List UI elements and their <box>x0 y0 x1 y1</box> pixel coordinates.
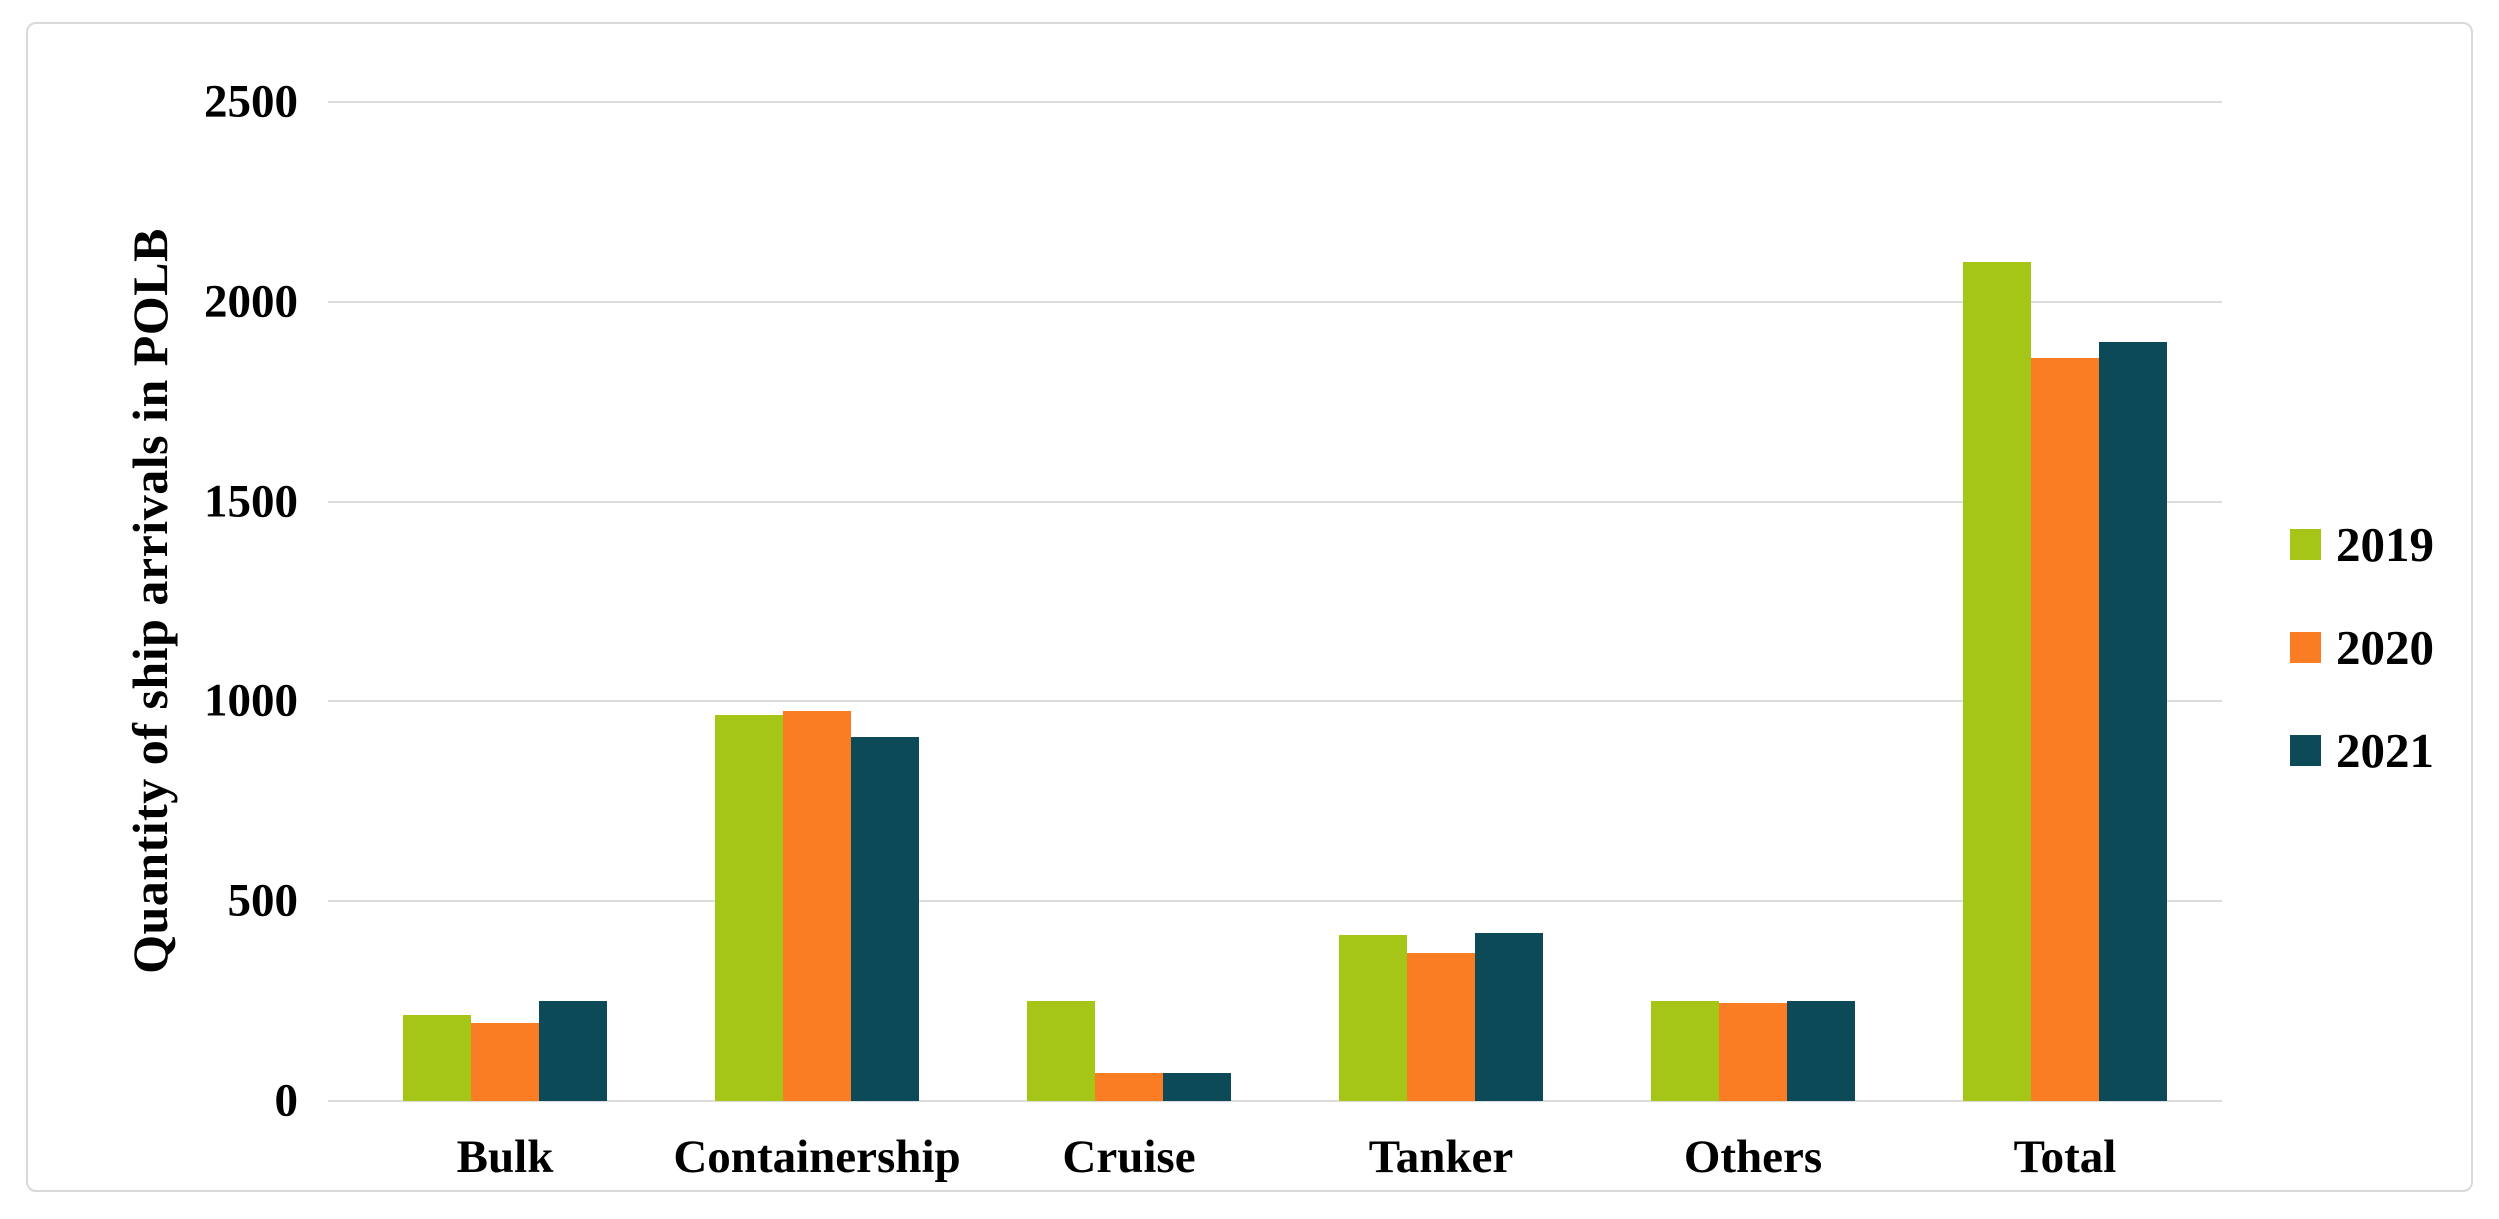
bar-bulk-2020 <box>471 1023 539 1101</box>
bar-total-2019 <box>1963 262 2031 1101</box>
legend-label-2021: 2021 <box>2336 723 2434 778</box>
bar-containership-2020 <box>783 711 851 1101</box>
bar-tanker-2021 <box>1475 933 1543 1101</box>
category-label-containership: Containership <box>673 1131 961 1183</box>
bar-total-2021 <box>2099 342 2167 1101</box>
y-axis-tick-labels: 0 500 1000 1500 2000 2500 <box>86 78 299 1124</box>
gridline-y-2000 <box>328 300 2222 303</box>
y-tick-label: 1500 <box>204 475 298 528</box>
category-band-containership <box>661 102 973 1101</box>
gridline-y-1000 <box>328 700 2222 703</box>
x-axis-category-labels: Bulk Containership Cruise Tanker Others Total <box>349 1129 2221 1185</box>
y-tick-label: 0 <box>274 1074 299 1127</box>
category-band-total <box>1909 102 2221 1101</box>
y-tick-label: 2500 <box>204 75 298 128</box>
y-tick-label: 2000 <box>204 275 298 328</box>
bar-cruise-2020 <box>1095 1073 1163 1101</box>
y-tick-label: 500 <box>227 874 299 927</box>
bar-containership-2021 <box>851 737 919 1101</box>
bars-layer <box>349 102 2221 1101</box>
legend-item-2019: 2019 <box>2290 520 2434 569</box>
category-label-tanker: Tanker <box>1368 1131 1514 1183</box>
bar-others-2021 <box>1787 1001 1855 1101</box>
legend-swatch-2021 <box>2290 735 2321 766</box>
bar-tanker-2020 <box>1407 953 1475 1101</box>
legend-swatch-2019 <box>2290 529 2321 560</box>
gridline-y-1500 <box>328 500 2222 503</box>
legend-item-2021: 2021 <box>2290 726 2434 775</box>
category-label-cruise: Cruise <box>1062 1131 1196 1183</box>
bar-containership-2019 <box>715 715 783 1101</box>
bar-others-2019 <box>1651 1001 1719 1101</box>
category-band-others <box>1597 102 1909 1101</box>
bar-bulk-2019 <box>403 1015 471 1101</box>
plot-area <box>328 101 2222 1102</box>
legend-label-2019: 2019 <box>2336 517 2434 572</box>
bar-others-2020 <box>1719 1003 1787 1101</box>
gridline-y-0 <box>328 1100 2222 1102</box>
bar-total-2020 <box>2031 358 2099 1101</box>
figure-border: Quantity of ship arrivals in POLB 0 500 10… <box>26 22 2473 1192</box>
category-label-others: Others <box>1683 1131 1823 1183</box>
bar-bulk-2021 <box>539 1001 607 1101</box>
category-label-bulk: Bulk <box>456 1131 554 1183</box>
gridline-y-500 <box>328 900 2222 903</box>
legend-label-2020: 2020 <box>2336 620 2434 675</box>
legend-item-2020: 2020 <box>2290 623 2434 672</box>
bar-cruise-2021 <box>1163 1073 1231 1101</box>
category-band-bulk <box>349 102 661 1101</box>
category-label-total: Total <box>2013 1131 2117 1183</box>
legend-swatch-2020 <box>2290 632 2321 663</box>
gridline-y-2500 <box>328 101 2222 103</box>
category-band-tanker <box>1285 102 1597 1101</box>
category-band-cruise <box>973 102 1285 1101</box>
bar-tanker-2019 <box>1339 935 1407 1101</box>
legend: 2019 2020 2021 <box>2290 520 2434 775</box>
bar-cruise-2019 <box>1027 1001 1095 1101</box>
y-tick-label: 1000 <box>204 674 298 727</box>
